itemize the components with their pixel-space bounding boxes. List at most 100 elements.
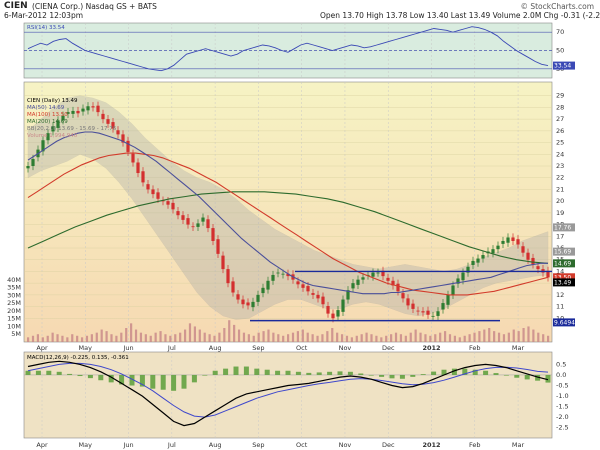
price-badge-bg [553, 247, 575, 256]
price-y-tick: 17 [556, 232, 564, 240]
volume-bar [267, 329, 270, 342]
volume-bar [130, 323, 133, 342]
candle-body [356, 279, 360, 285]
volume-bar [282, 335, 285, 342]
macd-histogram-bar [514, 374, 520, 378]
macd-y-tick: -0.5 [556, 382, 569, 390]
macd-histogram-bar [171, 374, 177, 391]
macd-histogram-bar [56, 371, 62, 375]
price-legend-entry: MA(100) 13.50 [27, 112, 68, 118]
x-tick-label: Apr [36, 441, 48, 449]
ma50-line [27, 131, 549, 295]
volume-bar [179, 332, 182, 342]
volume-y-tick: 40M [7, 276, 21, 284]
macd-histogram-bar [77, 374, 83, 377]
volume-bar [233, 324, 236, 342]
candle-body [151, 189, 155, 195]
price-badge-bg [553, 273, 575, 282]
candle-body [471, 260, 475, 265]
candle-body [406, 298, 410, 306]
candle-body [276, 272, 280, 274]
volume-bar [507, 332, 510, 342]
candle-body [346, 290, 350, 300]
x-tick-label: Feb [469, 344, 481, 352]
candle-body [296, 281, 300, 285]
macd-histogram-bar [243, 366, 249, 375]
volume-bar [257, 332, 260, 342]
candle-body [266, 280, 270, 290]
volume-bar [31, 335, 35, 342]
candle-body [236, 294, 240, 300]
candle-body [306, 286, 310, 292]
candle-body [146, 184, 150, 190]
price-legend-entry: MA(50) 14.69 [27, 105, 65, 111]
volume-bar [404, 335, 407, 342]
volume-bar [365, 332, 368, 342]
volume-bar [105, 331, 108, 342]
volume-bar [345, 335, 349, 342]
candle-body [381, 270, 385, 277]
x-tick-label: Aug [209, 441, 222, 449]
candle-body [51, 126, 55, 132]
macd-line [27, 360, 549, 427]
macd-histogram-bar [462, 368, 468, 375]
candle-body [531, 257, 535, 265]
macd-histogram-bar [379, 374, 385, 377]
macd-histogram-bar [347, 371, 353, 375]
candle-body [261, 287, 265, 294]
x-tick-label: Dec [382, 344, 395, 352]
macd-histogram-bar [108, 374, 114, 383]
macd-histogram-bar [275, 370, 281, 375]
x-tick-label: Oct [296, 441, 308, 449]
x-tick-label: Jul [167, 344, 176, 352]
price-badge: 15.69 [554, 249, 571, 256]
x-tick-label: Sep [252, 344, 264, 352]
macd-histogram-bar [35, 370, 41, 375]
macd-histogram-bar [160, 374, 166, 390]
macd-y-tick: -1.0 [556, 392, 569, 400]
candle-body [491, 249, 495, 254]
candle-body [316, 294, 320, 299]
candle-body [536, 266, 540, 270]
volume-bar [100, 329, 103, 342]
volume-bar [497, 332, 501, 342]
volume-bar [193, 326, 196, 342]
volume-y-tick: 25M [7, 299, 21, 307]
macd-y-tick: -1.5 [556, 403, 569, 411]
macd-histogram-bar [472, 369, 478, 375]
candle-body [516, 239, 520, 245]
candle-body [496, 245, 500, 250]
volume-y-tick: 15M [7, 315, 21, 323]
x-tick-label: Nov [339, 441, 352, 449]
candle-body [426, 310, 430, 315]
candle-body [461, 272, 465, 281]
price-legend-entry: BB(20,2.0) 13.69 - 15.69 - 17.76 [27, 126, 117, 132]
ma200-line [27, 191, 549, 264]
volume-bar [115, 335, 118, 342]
volume-bar [527, 326, 530, 342]
volume-bar [547, 335, 550, 342]
candle-body [411, 303, 415, 309]
macd-y-tick: 0.0 [556, 371, 566, 379]
volume-bar [385, 335, 388, 342]
macd-histogram-bar [67, 373, 73, 375]
macd-y-tick: -2.0 [556, 413, 569, 421]
macd-histogram-bar [181, 374, 187, 389]
candle-body [376, 272, 380, 274]
volume-bar [336, 332, 339, 342]
candle-body [126, 140, 130, 152]
macd-histogram-bar [129, 374, 135, 386]
volume-bar [399, 334, 403, 342]
macd-histogram-bar [337, 371, 343, 375]
rsi-level-label: 50 [556, 47, 564, 55]
volume-bar [517, 331, 520, 342]
candle-body [391, 280, 395, 286]
rsi-level-label: 70 [556, 28, 564, 36]
price-badge: 9.6494 [554, 319, 575, 326]
candle-body [321, 296, 325, 305]
chart-date: 6-Mar-2012 12:03pm [4, 11, 84, 20]
price-badge-bg [553, 278, 575, 287]
price-y-tick: 26 [556, 127, 564, 135]
volume-bar [360, 334, 363, 342]
